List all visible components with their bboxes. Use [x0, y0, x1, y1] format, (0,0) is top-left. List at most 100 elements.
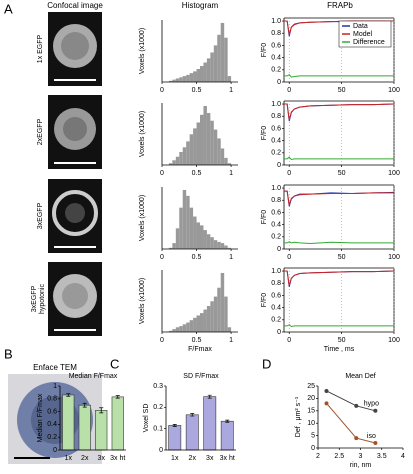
- y-tick-label: 5: [311, 432, 315, 439]
- y-tick-label: 0.6: [271, 125, 281, 132]
- x-axis-label: Time , ms: [324, 346, 355, 353]
- row-label: 2xEGFP: [37, 118, 44, 145]
- y-tick-label: 0.2: [271, 317, 281, 324]
- bar: [220, 420, 234, 451]
- y-tick-label: 0.8: [47, 396, 57, 403]
- histogram-bar: [193, 216, 197, 249]
- histogram-bar: [175, 78, 180, 82]
- histogram-bar: [193, 71, 197, 82]
- x-tick-label: 0.5: [192, 337, 202, 344]
- x-tick-label: 2x: [81, 455, 89, 462]
- y-tick-label: 0: [53, 447, 57, 454]
- histogram-bar: [179, 77, 183, 82]
- histogram-bar: [224, 245, 228, 249]
- histogram-bar: [206, 306, 211, 332]
- x-tick-label: 0.5: [192, 170, 202, 177]
- histogram-bar: [220, 272, 225, 332]
- chart-title: Median F/Fmax: [69, 373, 118, 380]
- histogram-bar: [182, 189, 187, 249]
- y-tick-label: 0.8: [271, 197, 281, 204]
- y-tick-label: 0: [159, 447, 163, 454]
- point: [354, 436, 359, 441]
- panel-label: C: [110, 356, 119, 371]
- histogram-bar: [186, 141, 190, 165]
- x-tick-label: 2: [316, 453, 320, 460]
- histogram-bar: [224, 296, 228, 332]
- error-bar: [99, 407, 104, 414]
- histogram-bar: [217, 34, 221, 82]
- histogram-bar: [213, 296, 218, 332]
- panel-label: B: [4, 346, 13, 361]
- y-tick-label: 0.3: [153, 383, 163, 390]
- series-line: [284, 103, 395, 121]
- histogram-bar: [172, 243, 176, 249]
- histogram-bar: [227, 247, 232, 249]
- error-bar: [190, 413, 195, 417]
- x-tick-label: 0: [287, 170, 291, 177]
- histogram-bar: [172, 329, 176, 332]
- histogram-bar: [182, 76, 187, 82]
- point: [373, 408, 378, 413]
- y-axis-label: F/F0: [261, 293, 268, 307]
- y-axis-label: F/F0: [261, 210, 268, 224]
- point: [324, 388, 329, 393]
- y-tick-label: 25: [307, 383, 315, 390]
- y-tick-label: 1: [53, 383, 57, 390]
- column-header: Histogram: [182, 1, 219, 10]
- histogram-bar: [175, 327, 180, 332]
- histogram-bar: [179, 207, 183, 249]
- histogram-bar: [186, 322, 190, 332]
- x-tick-label: 50: [338, 170, 346, 177]
- histogram-bar: [186, 74, 190, 82]
- y-tick-label: 0.6: [271, 42, 281, 49]
- histogram-bar: [168, 80, 173, 82]
- histogram-bar: [227, 76, 232, 82]
- histogram-bar: [220, 22, 225, 82]
- y-axis-label: Voxel SD: [143, 404, 150, 433]
- histogram-bar: [189, 73, 194, 82]
- histogram-bar: [206, 234, 211, 249]
- y-axis-label: Def , μm² s⁻¹: [295, 396, 302, 437]
- x-tick-label: 1: [229, 337, 233, 344]
- row-label: 3xEGFP: [37, 202, 44, 229]
- x-tick-label: 0: [160, 254, 164, 261]
- series-line: [284, 190, 394, 206]
- histogram-bar: [200, 66, 204, 82]
- x-tick-label: 3x ht: [110, 455, 125, 462]
- x-tick-label: 50: [338, 337, 346, 344]
- histogram-bar: [189, 320, 194, 332]
- bar: [62, 394, 75, 451]
- series-label: iso: [367, 433, 376, 440]
- legend-label: Data: [353, 23, 368, 30]
- chart-title: SD F/Fmax: [183, 373, 219, 380]
- point: [373, 441, 378, 446]
- bar: [185, 414, 199, 451]
- y-axis-label: Voxels (x1000): [139, 28, 146, 74]
- series-line: [284, 241, 394, 245]
- x-tick-label: 0: [287, 337, 291, 344]
- histogram-bar: [175, 228, 180, 249]
- histogram-bar: [220, 148, 225, 165]
- bar: [95, 410, 108, 451]
- x-tick-label: 100: [388, 170, 400, 177]
- histogram-bar: [168, 163, 173, 165]
- x-tick-label: 3x: [98, 455, 106, 462]
- error-bar: [115, 395, 120, 399]
- error-bar: [82, 402, 87, 408]
- y-tick-label: 15: [307, 408, 315, 415]
- x-tick-label: 3.5: [377, 453, 387, 460]
- point: [354, 403, 359, 408]
- bar: [78, 404, 91, 451]
- histogram-bar: [224, 157, 228, 165]
- series-line: [284, 74, 394, 78]
- x-tick-label: 0: [160, 87, 164, 94]
- y-axis-label: Voxels (x1000): [139, 111, 146, 157]
- histogram-bar: [189, 207, 194, 249]
- y-axis-label: Voxels (x1000): [139, 278, 146, 324]
- y-tick-label: 0.4: [271, 221, 281, 228]
- y-tick-label: 0: [277, 329, 281, 336]
- x-tick-label: 0: [160, 170, 164, 177]
- y-tick-label: 0.8: [271, 30, 281, 37]
- error-bar: [172, 424, 177, 427]
- y-tick-label: 0.2: [271, 150, 281, 157]
